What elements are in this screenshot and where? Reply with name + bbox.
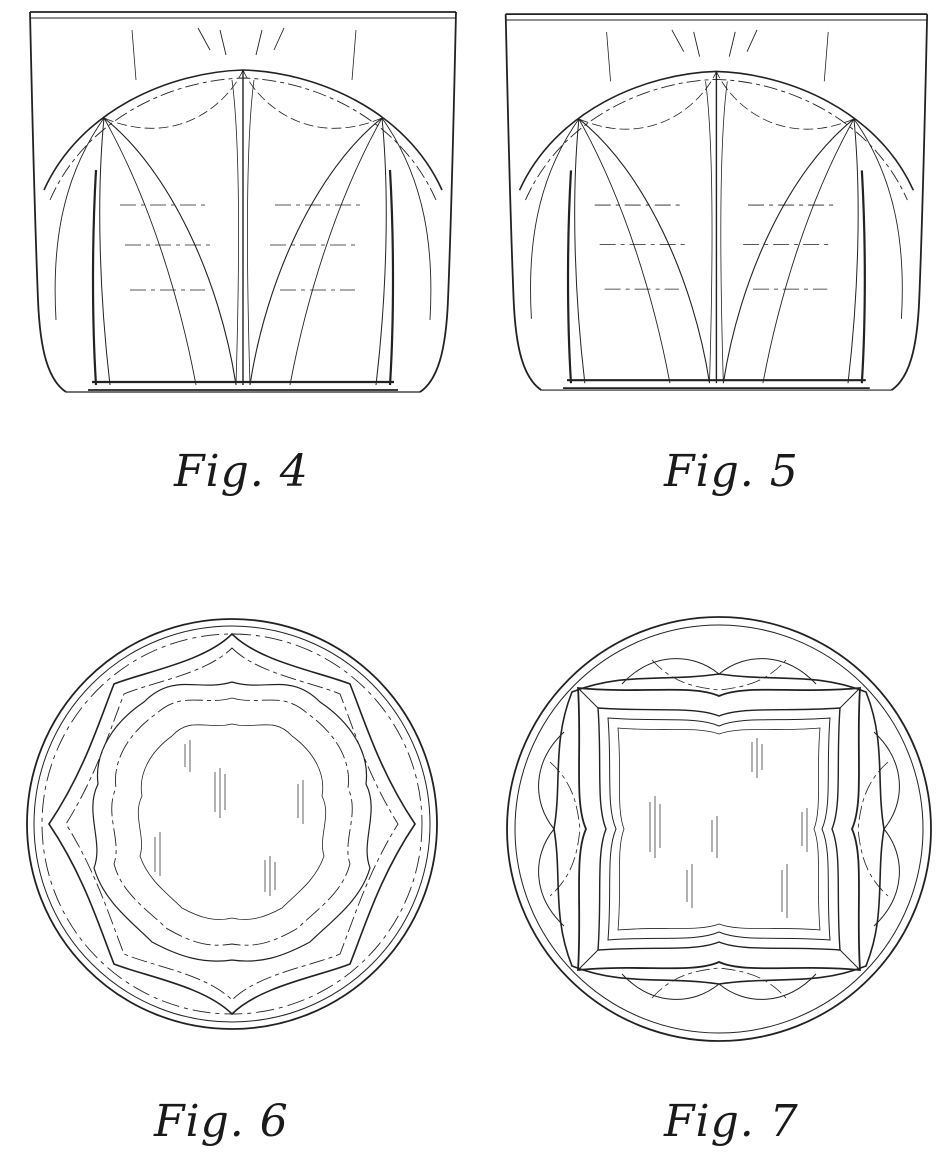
figure-5-caption: Fig. 5	[664, 446, 799, 497]
glass-top-plan-drawing	[20, 612, 444, 1036]
glass-bottom-plan-drawing	[502, 612, 936, 1046]
glass-side-elevation-drawing	[476, 0, 942, 420]
figure-5-side-view	[476, 0, 942, 420]
figure-6-top-view	[20, 612, 444, 1036]
figure-7-bottom-view	[502, 612, 936, 1046]
figure-6-caption: Fig. 6	[154, 1096, 289, 1147]
figure-4-caption: Fig. 4	[174, 446, 309, 497]
figure-7-caption: Fig. 7	[664, 1096, 799, 1147]
figure-4-side-view	[0, 0, 471, 420]
glass-side-elevation-drawing	[0, 0, 471, 420]
